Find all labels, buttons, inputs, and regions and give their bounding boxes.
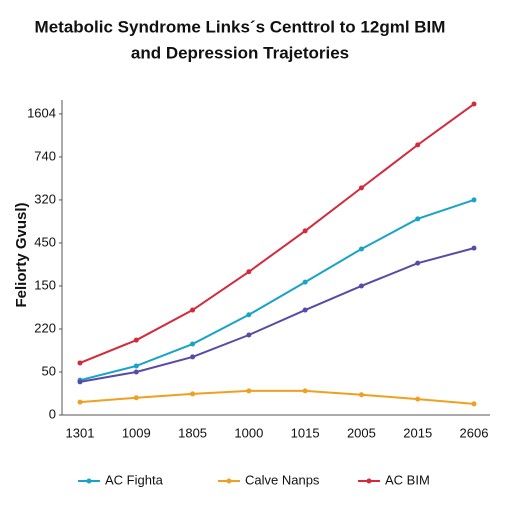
point (77, 379, 83, 385)
y-tick-label: 0 (49, 406, 56, 421)
point (190, 307, 196, 313)
chart-title: Metabolic Syndrome Links´s Centtrol to 1… (35, 17, 446, 36)
series-line (79, 198, 475, 382)
point (302, 279, 308, 285)
y-tick-label: 150 (34, 277, 56, 292)
series-line (79, 389, 475, 405)
legend-label: AC Fighta (105, 472, 164, 487)
x-tick-label: 1301 (66, 425, 95, 440)
point (190, 391, 196, 397)
legend-marker (226, 478, 232, 484)
point (190, 341, 196, 347)
point (415, 396, 421, 402)
point (246, 269, 252, 275)
point (471, 245, 477, 251)
point (246, 388, 252, 394)
point (415, 260, 421, 266)
y-tick-label: 1604 (27, 105, 56, 120)
point (77, 399, 83, 405)
point (133, 337, 139, 343)
legend-label: AC BIM (385, 472, 430, 487)
x-tick-label: 2015 (403, 425, 432, 440)
point (358, 185, 364, 191)
legend-marker (366, 478, 372, 484)
point (302, 388, 308, 394)
point (246, 312, 252, 318)
y-tick-label: 50 (42, 363, 56, 378)
point (358, 283, 364, 289)
x-tick-label: 2005 (347, 425, 376, 440)
point (246, 332, 252, 338)
series-line (79, 103, 475, 364)
x-tick-label: 1009 (122, 425, 151, 440)
legend-marker (86, 478, 92, 484)
x-tick-label: 2606 (460, 425, 489, 440)
point (133, 363, 139, 369)
legend-label: Calve Nanps (245, 472, 320, 487)
y-tick-label: 220 (34, 320, 56, 335)
y-tick-label: 450 (34, 234, 56, 249)
y-tick-label: 320 (34, 191, 56, 206)
series-line (79, 247, 475, 383)
point (190, 354, 196, 360)
x-tick-label: 1805 (178, 425, 207, 440)
point (471, 197, 477, 203)
point (133, 395, 139, 401)
point (415, 142, 421, 148)
x-tick-label: 1015 (291, 425, 320, 440)
x-tick-label: 1000 (234, 425, 263, 440)
point (358, 246, 364, 252)
y-axis-label: Feliorty Gvusl) (13, 202, 30, 307)
point (471, 401, 477, 407)
chart-title: and Depression Trajetories (131, 43, 349, 62)
point (133, 369, 139, 375)
point (77, 360, 83, 366)
point (415, 216, 421, 222)
point (302, 307, 308, 313)
point (471, 101, 477, 107)
point (358, 392, 364, 398)
point (302, 228, 308, 234)
y-tick-label: 740 (34, 148, 56, 163)
